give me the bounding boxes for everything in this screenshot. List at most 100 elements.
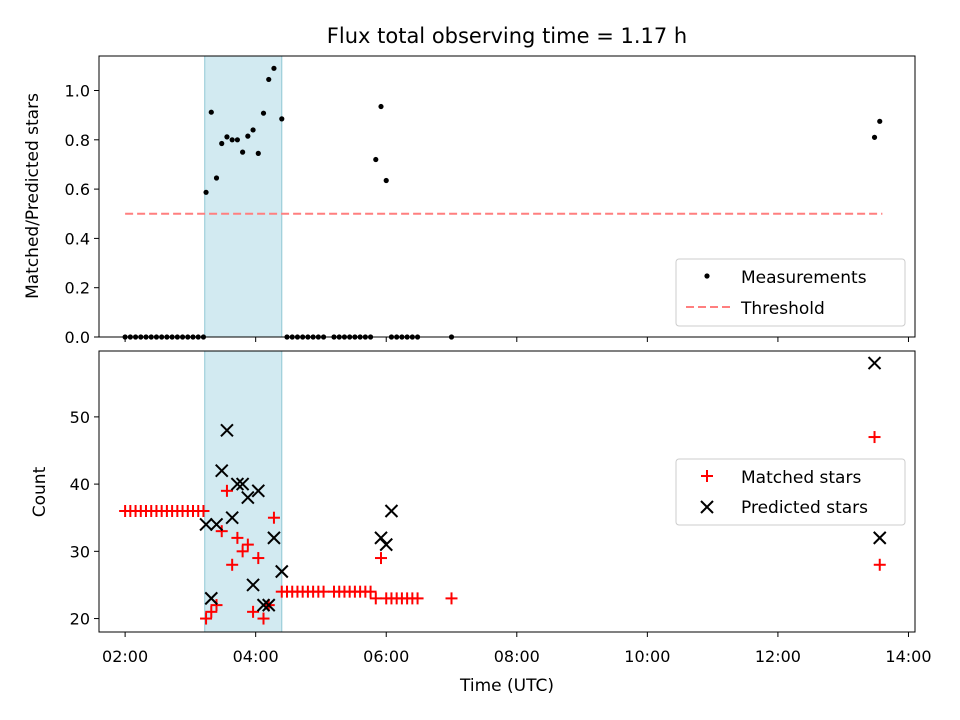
x-axis-label: Time (UTC) — [459, 676, 554, 696]
x-tick-label: 06:00 — [363, 647, 409, 666]
ratio-plot-frame — [98, 55, 916, 338]
matched-point — [215, 525, 228, 538]
count-panel: 20 30 40 50 02:00 04:00 06:00 08:00 10:00 12:00 14… — [30, 350, 932, 696]
y-tick-label: 50 — [70, 408, 90, 427]
count-axes: 20 30 40 50 02:00 04:00 06:00 08:00 10:00 12:00 14… — [70, 408, 932, 666]
measurement-point — [213, 175, 220, 181]
chart-title: Flux total observing time = 1.17 h — [327, 24, 687, 48]
predicted-point — [867, 356, 882, 370]
measurement-point — [219, 140, 225, 147]
matched-point — [445, 592, 458, 605]
measurement-point — [373, 156, 379, 163]
matched-point — [873, 558, 886, 571]
y-tick-label: 40 — [70, 475, 90, 494]
matched-point — [411, 592, 424, 605]
predicted-point — [225, 511, 239, 525]
predicted-point — [241, 490, 255, 505]
predicted-point — [384, 504, 399, 518]
measurement-point — [203, 189, 209, 195]
legend-matched-marker — [701, 470, 713, 482]
predicted-point — [199, 517, 213, 532]
legend-predicted: Predicted stars — [741, 498, 868, 518]
measurement-point — [229, 137, 235, 143]
measurement-point — [279, 116, 285, 122]
x-tick-label: 02:00 — [102, 647, 148, 666]
predicted-point — [246, 578, 260, 592]
predicted-point — [267, 531, 281, 545]
observing-span-bottom — [204, 350, 283, 633]
ratio-legend: Measurements Threshold — [675, 258, 906, 327]
legend-predicted-marker — [700, 500, 714, 514]
legend-measurements: Measurements — [741, 268, 867, 288]
predicted-point — [220, 423, 234, 438]
legend-threshold: Threshold — [740, 299, 825, 319]
predicted-point — [235, 477, 250, 491]
y-tick-label: 20 — [70, 610, 90, 629]
predicted-point — [215, 463, 229, 478]
matched-point — [252, 552, 265, 565]
count-plot-frame — [98, 350, 916, 633]
count-y-label: Count — [30, 466, 50, 517]
observing-span-top — [204, 55, 283, 338]
predicted-point — [230, 477, 245, 491]
measurement-point — [877, 118, 883, 124]
x-tick-label: 14:00 — [885, 647, 931, 666]
measurement-point — [250, 127, 256, 133]
measurement-point — [255, 150, 261, 156]
ratio-axes: 0.0 0.2 0.4 0.6 0.8 1.0 — [65, 82, 909, 347]
predicted-point — [204, 591, 218, 606]
matched-point — [205, 605, 218, 618]
measurement-point — [378, 103, 384, 110]
measurement-point — [271, 65, 277, 71]
matched-point — [364, 585, 377, 598]
y-tick-label: 0.4 — [65, 229, 90, 248]
predicted-point — [379, 537, 393, 552]
measurement-point — [234, 137, 240, 143]
matched-point — [226, 558, 239, 571]
matched-point — [220, 484, 233, 497]
x-tick-label: 08:00 — [494, 647, 540, 666]
predicted-point — [873, 531, 887, 545]
matched-point — [267, 511, 280, 524]
matched-point — [375, 552, 388, 565]
matched-point — [200, 612, 213, 625]
matched-point — [197, 504, 210, 517]
count-marks — [119, 356, 887, 625]
y-tick-label: 0.2 — [65, 279, 90, 298]
x-tick-label: 12:00 — [755, 647, 801, 666]
matched-point — [241, 538, 254, 551]
y-tick-label: 0.0 — [65, 328, 90, 347]
ratio-panel: 0.0 0.2 0.4 0.6 0.8 1.0 Matched/Predicted sta… — [23, 55, 916, 347]
legend-matched: Matched stars — [741, 468, 861, 488]
x-tick-label: 04:00 — [233, 647, 279, 666]
matched-point — [231, 531, 244, 544]
predicted-point — [262, 598, 276, 612]
matched-point — [210, 599, 223, 612]
matched-point — [236, 545, 249, 558]
count-legend-box — [675, 458, 906, 526]
measurement-point — [260, 110, 267, 116]
measurement-point — [871, 134, 878, 140]
y-tick-label: 1.0 — [65, 82, 90, 101]
y-tick-label: 0.8 — [65, 131, 90, 150]
matched-point — [317, 585, 330, 598]
predicted-point — [209, 517, 224, 532]
ratio-legend-box — [675, 258, 906, 327]
matched-point — [868, 431, 881, 444]
measurement-point — [383, 177, 389, 184]
ratio-y-label: Matched/Predicted stars — [23, 93, 43, 299]
measurement-point — [245, 133, 251, 139]
predicted-point — [251, 484, 265, 498]
measurement-point — [266, 76, 272, 83]
measurement-point — [224, 134, 230, 140]
y-tick-label: 0.6 — [65, 180, 90, 199]
measurement-point — [240, 149, 246, 155]
predicted-point — [374, 531, 388, 545]
matched-point — [247, 605, 260, 618]
x-tick-label: 10:00 — [624, 647, 670, 666]
y-tick-label: 30 — [70, 542, 90, 561]
predicted-point — [275, 564, 289, 579]
legend-measurement-marker — [704, 273, 710, 279]
measurement-point — [208, 109, 214, 115]
